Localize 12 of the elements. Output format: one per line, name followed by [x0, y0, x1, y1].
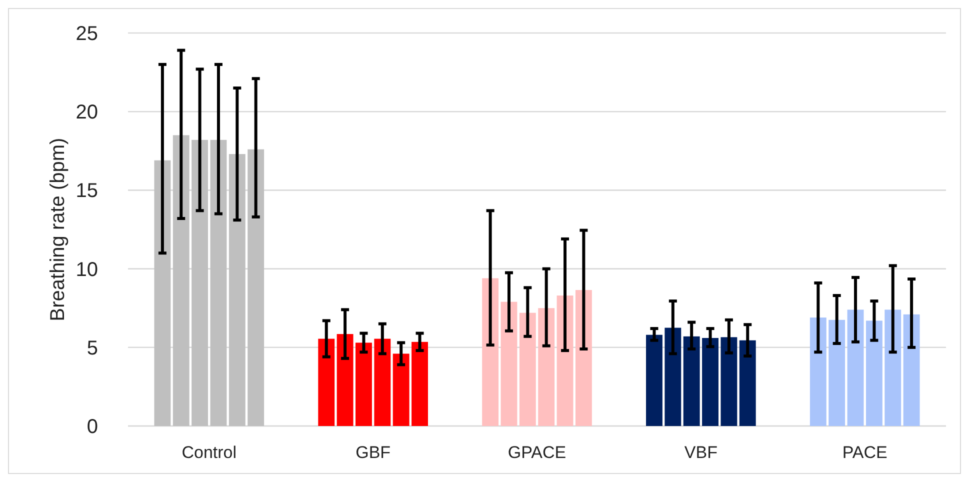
- x-tick-label: PACE: [842, 443, 888, 462]
- x-tick-label: GPACE: [508, 443, 566, 462]
- x-tick-label: Control: [182, 443, 237, 462]
- y-tick-label: 10: [76, 258, 98, 281]
- y-tick-label: 15: [76, 180, 98, 202]
- y-tick-label: 5: [86, 337, 98, 360]
- y-tick-label: 20: [76, 102, 98, 124]
- x-tick-label: GBF: [356, 443, 391, 462]
- y-axis-title: Breathing rate (bpm): [47, 138, 69, 322]
- x-tick-label: VBF: [684, 443, 718, 462]
- y-tick-label: 25: [76, 23, 98, 45]
- y-tick-label: 0: [86, 416, 98, 438]
